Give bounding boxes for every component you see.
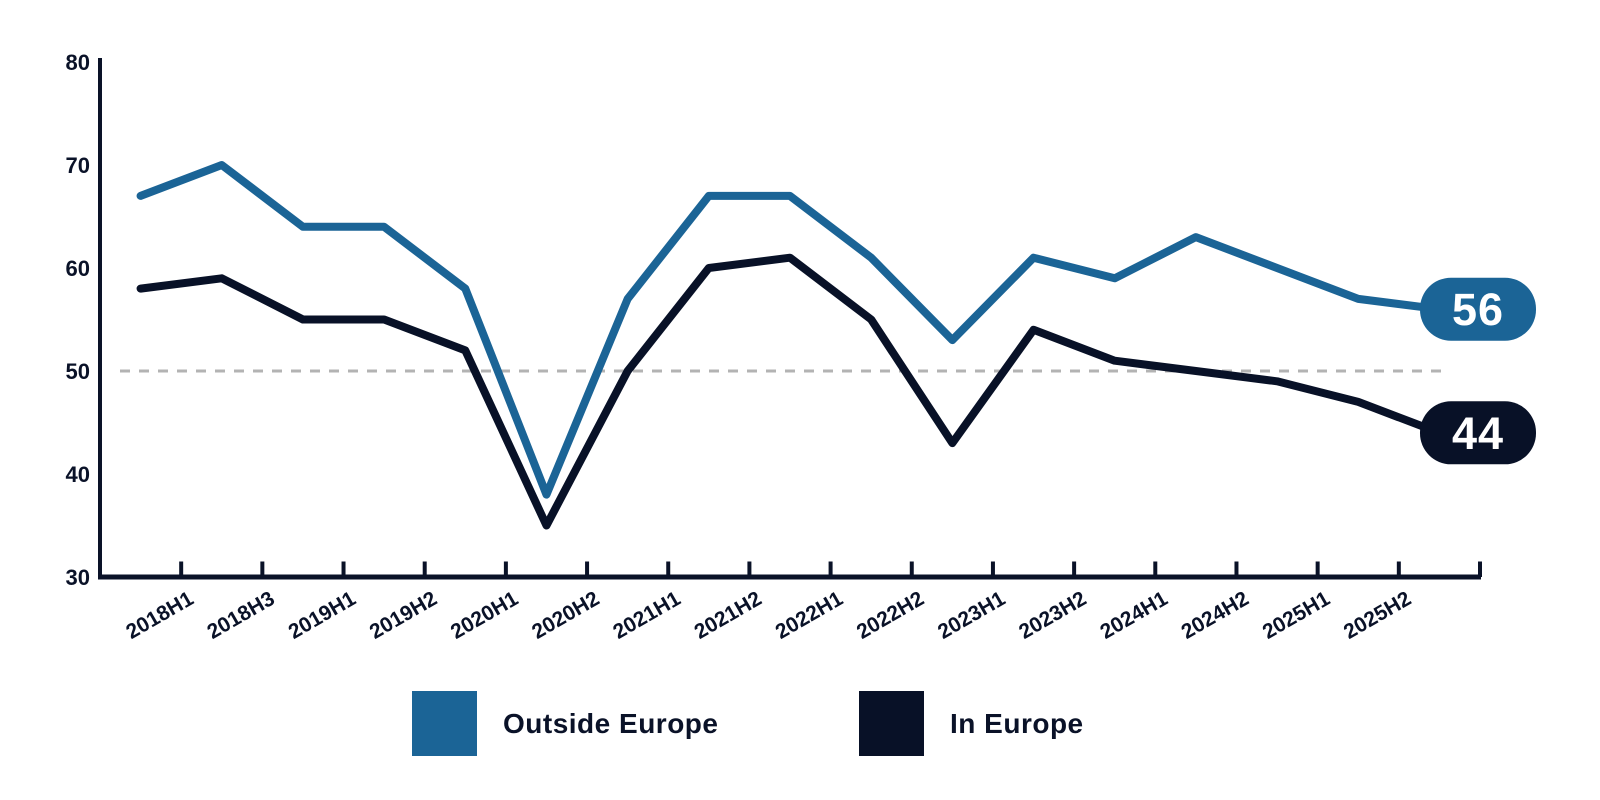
y-tick-label-40: 40 (66, 462, 90, 487)
legend-item-outside-europe: Outside Europe (412, 691, 718, 756)
y-tick-label-60: 60 (66, 256, 90, 281)
x-tick-label-2025H1: 2025H1 (1259, 587, 1334, 644)
x-tick-label-2018H1: 2018H1 (122, 587, 197, 644)
x-tick-label-2022H1: 2022H1 (772, 587, 847, 644)
x-tick-label-2025H2: 2025H2 (1340, 587, 1415, 644)
legend-swatch-in-europe (859, 691, 924, 756)
y-tick-label-80: 80 (66, 50, 90, 75)
x-tick-label-2019H2: 2019H2 (366, 587, 441, 644)
x-tick-label-2020H1: 2020H1 (447, 587, 522, 644)
x-tick-label-2020H2: 2020H2 (528, 587, 603, 644)
series-line-outside-europe (136, 161, 1444, 499)
x-tick-label-2021H1: 2021H1 (609, 587, 684, 644)
y-tick-label-50: 50 (66, 359, 90, 384)
x-tick-label-2021H2: 2021H2 (690, 587, 765, 644)
legend-label-outside-europe: Outside Europe (503, 707, 719, 739)
end-badge-in-europe (1420, 401, 1536, 465)
y-axis: 80 70 60 50 40 30 (66, 50, 102, 590)
end-badge-value-outside-europe: 56 (1452, 284, 1504, 335)
x-tick-label-2023H1: 2023H1 (934, 587, 1009, 644)
x-tick-label-2024H1: 2024H1 (1096, 587, 1171, 644)
legend-item-in-europe: In Europe (859, 691, 1084, 756)
x-tick-label-2018H3: 2018H3 (203, 587, 278, 644)
x-tick-label-2019H1: 2019H1 (285, 587, 360, 644)
end-value-badges: 56 44 (1420, 277, 1536, 465)
x-tick-label-2023H2: 2023H2 (1015, 587, 1090, 644)
legend-swatch-outside-europe (412, 691, 477, 756)
y-tick-label-30: 30 (66, 565, 90, 590)
y-tick-label-70: 70 (66, 153, 90, 178)
end-badge-value-in-europe: 44 (1452, 408, 1504, 459)
x-tick-label-2022H2: 2022H2 (853, 587, 928, 644)
legend-label-in-europe: In Europe (950, 707, 1084, 739)
series-lines (136, 161, 1444, 530)
series-line-in-europe (136, 253, 1444, 530)
x-tick-label-2024H2: 2024H2 (1178, 587, 1253, 644)
x-axis: 2018H1 2018H3 2019H1 2019H2 2020H1 2020H2 2021… (98, 561, 1482, 644)
end-badge-outside-europe (1420, 277, 1536, 341)
